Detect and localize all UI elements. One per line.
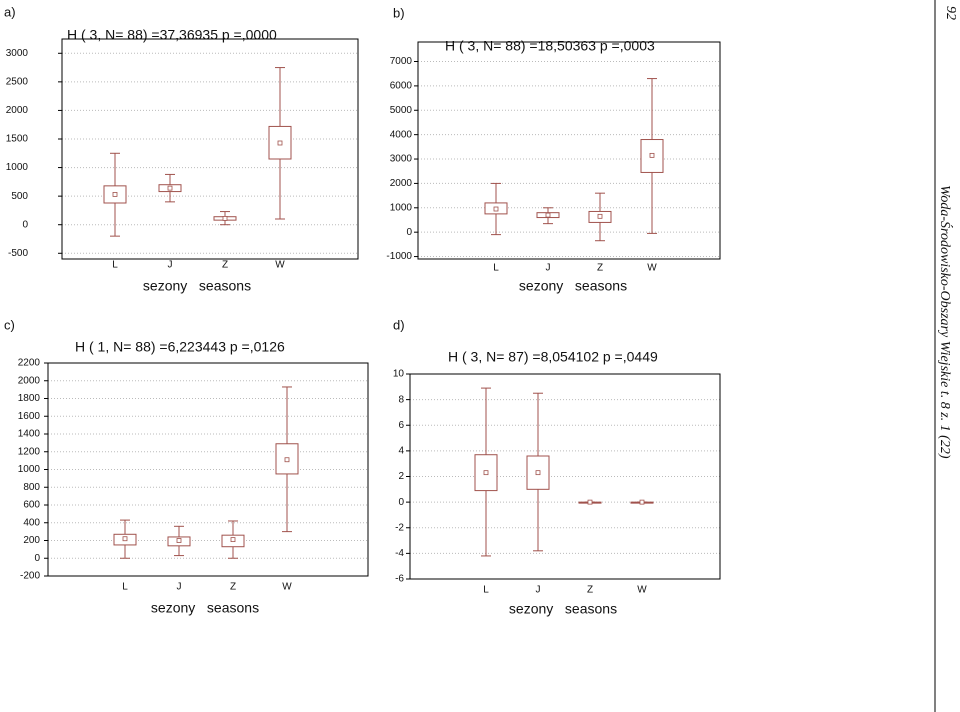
y-tick-label: 2500 (6, 76, 29, 87)
y-tick-label: 0 (34, 553, 40, 564)
median (649, 152, 655, 158)
median (112, 192, 118, 197)
x-axis-label: sezony seasons (509, 601, 617, 617)
x-tick-label: W (647, 263, 657, 274)
median (176, 538, 182, 543)
x-tick-label: J (536, 585, 541, 596)
panel-label: a) (4, 4, 16, 19)
plot-frame (417, 41, 721, 260)
y-tick-label: 800 (23, 482, 40, 493)
median (545, 212, 551, 218)
median (122, 536, 128, 542)
y-tick-label: 1200 (18, 446, 41, 457)
y-tick-label: 8 (398, 394, 404, 405)
median (284, 457, 290, 463)
chart-title: H ( 1, N= 88) =6,223443 p =,0126 (75, 339, 285, 355)
x-axis-label: sezony seasons (519, 278, 627, 294)
y-tick-label: -500 (8, 248, 28, 259)
y-tick-label: 1800 (18, 393, 41, 404)
y-tick-label: 2000 (390, 178, 413, 189)
y-tick-label: 2000 (18, 375, 41, 386)
y-tick-label: 3000 (390, 154, 413, 165)
y-tick-label: 10 (393, 369, 405, 380)
panel-label: c) (4, 317, 15, 332)
plot-frame (61, 38, 359, 260)
x-tick-label: W (275, 260, 285, 271)
x-tick-label: L (112, 260, 118, 271)
x-tick-label: J (168, 260, 173, 271)
y-tick-label: -6 (395, 574, 404, 585)
median (230, 537, 236, 543)
y-tick-label: 1500 (6, 134, 29, 145)
median (493, 206, 499, 212)
y-tick-label: -1000 (386, 251, 412, 262)
page-number: 92 (943, 6, 958, 20)
y-tick-label: 1600 (18, 411, 41, 422)
y-tick-label: 2 (398, 471, 404, 482)
x-tick-label: Z (587, 585, 593, 596)
x-axis-label: sezony seasons (151, 600, 259, 616)
y-tick-label: 1000 (6, 162, 29, 173)
y-tick-label: 1400 (18, 429, 41, 440)
y-tick-label: 0 (406, 227, 412, 238)
median (587, 499, 593, 505)
y-tick-label: 600 (23, 500, 40, 511)
x-tick-label: L (483, 585, 489, 596)
y-tick-label: 7000 (390, 56, 413, 67)
y-tick-label: 0 (22, 219, 28, 230)
y-tick-label: 400 (23, 517, 40, 528)
y-tick-label: 4000 (390, 129, 413, 140)
x-tick-label: L (493, 263, 499, 274)
y-tick-label: 2200 (18, 358, 41, 369)
x-tick-label: Z (222, 260, 228, 271)
median (483, 470, 489, 476)
y-tick-label: 2000 (6, 105, 29, 116)
median (639, 499, 645, 505)
x-tick-label: W (637, 585, 647, 596)
y-tick-label: 4 (398, 446, 404, 457)
y-tick-label: 1000 (390, 202, 413, 213)
panel-label: d) (393, 317, 405, 332)
x-axis-label: sezony seasons (143, 278, 251, 294)
y-tick-label: -4 (395, 548, 404, 559)
x-tick-label: Z (230, 582, 236, 593)
y-tick-label: 500 (11, 191, 28, 202)
x-tick-label: J (177, 582, 182, 593)
median (167, 185, 173, 191)
chart-title: H ( 3, N= 87) =8,054102 p =,0449 (448, 349, 658, 365)
y-tick-label: 6000 (390, 81, 413, 92)
y-tick-label: 0 (398, 497, 404, 508)
plot-frame (409, 373, 721, 580)
x-tick-label: W (282, 582, 292, 593)
y-tick-label: -200 (20, 571, 40, 582)
median (535, 470, 541, 476)
x-tick-label: L (122, 582, 128, 593)
y-tick-label: 6 (398, 420, 404, 431)
median (597, 213, 603, 219)
y-tick-label: 5000 (390, 105, 413, 116)
x-tick-label: Z (597, 263, 603, 274)
chart-title: H ( 3, N= 88) =18,50363 p =,0003 (445, 38, 655, 54)
median (277, 140, 283, 146)
panel-label: b) (393, 5, 405, 20)
y-tick-label: 200 (23, 535, 40, 546)
y-tick-label: -2 (395, 522, 404, 533)
plot-frame (47, 362, 369, 577)
median (222, 216, 228, 221)
y-tick-label: 3000 (6, 48, 29, 59)
chart-title: H ( 3, N= 88) =37,36935 p =,0000 (67, 27, 277, 43)
running-title: Woda-Środowisko-Obszary Wiejskie t. 8 z.… (937, 185, 954, 459)
y-tick-label: 1000 (18, 464, 41, 475)
x-tick-label: J (546, 263, 551, 274)
